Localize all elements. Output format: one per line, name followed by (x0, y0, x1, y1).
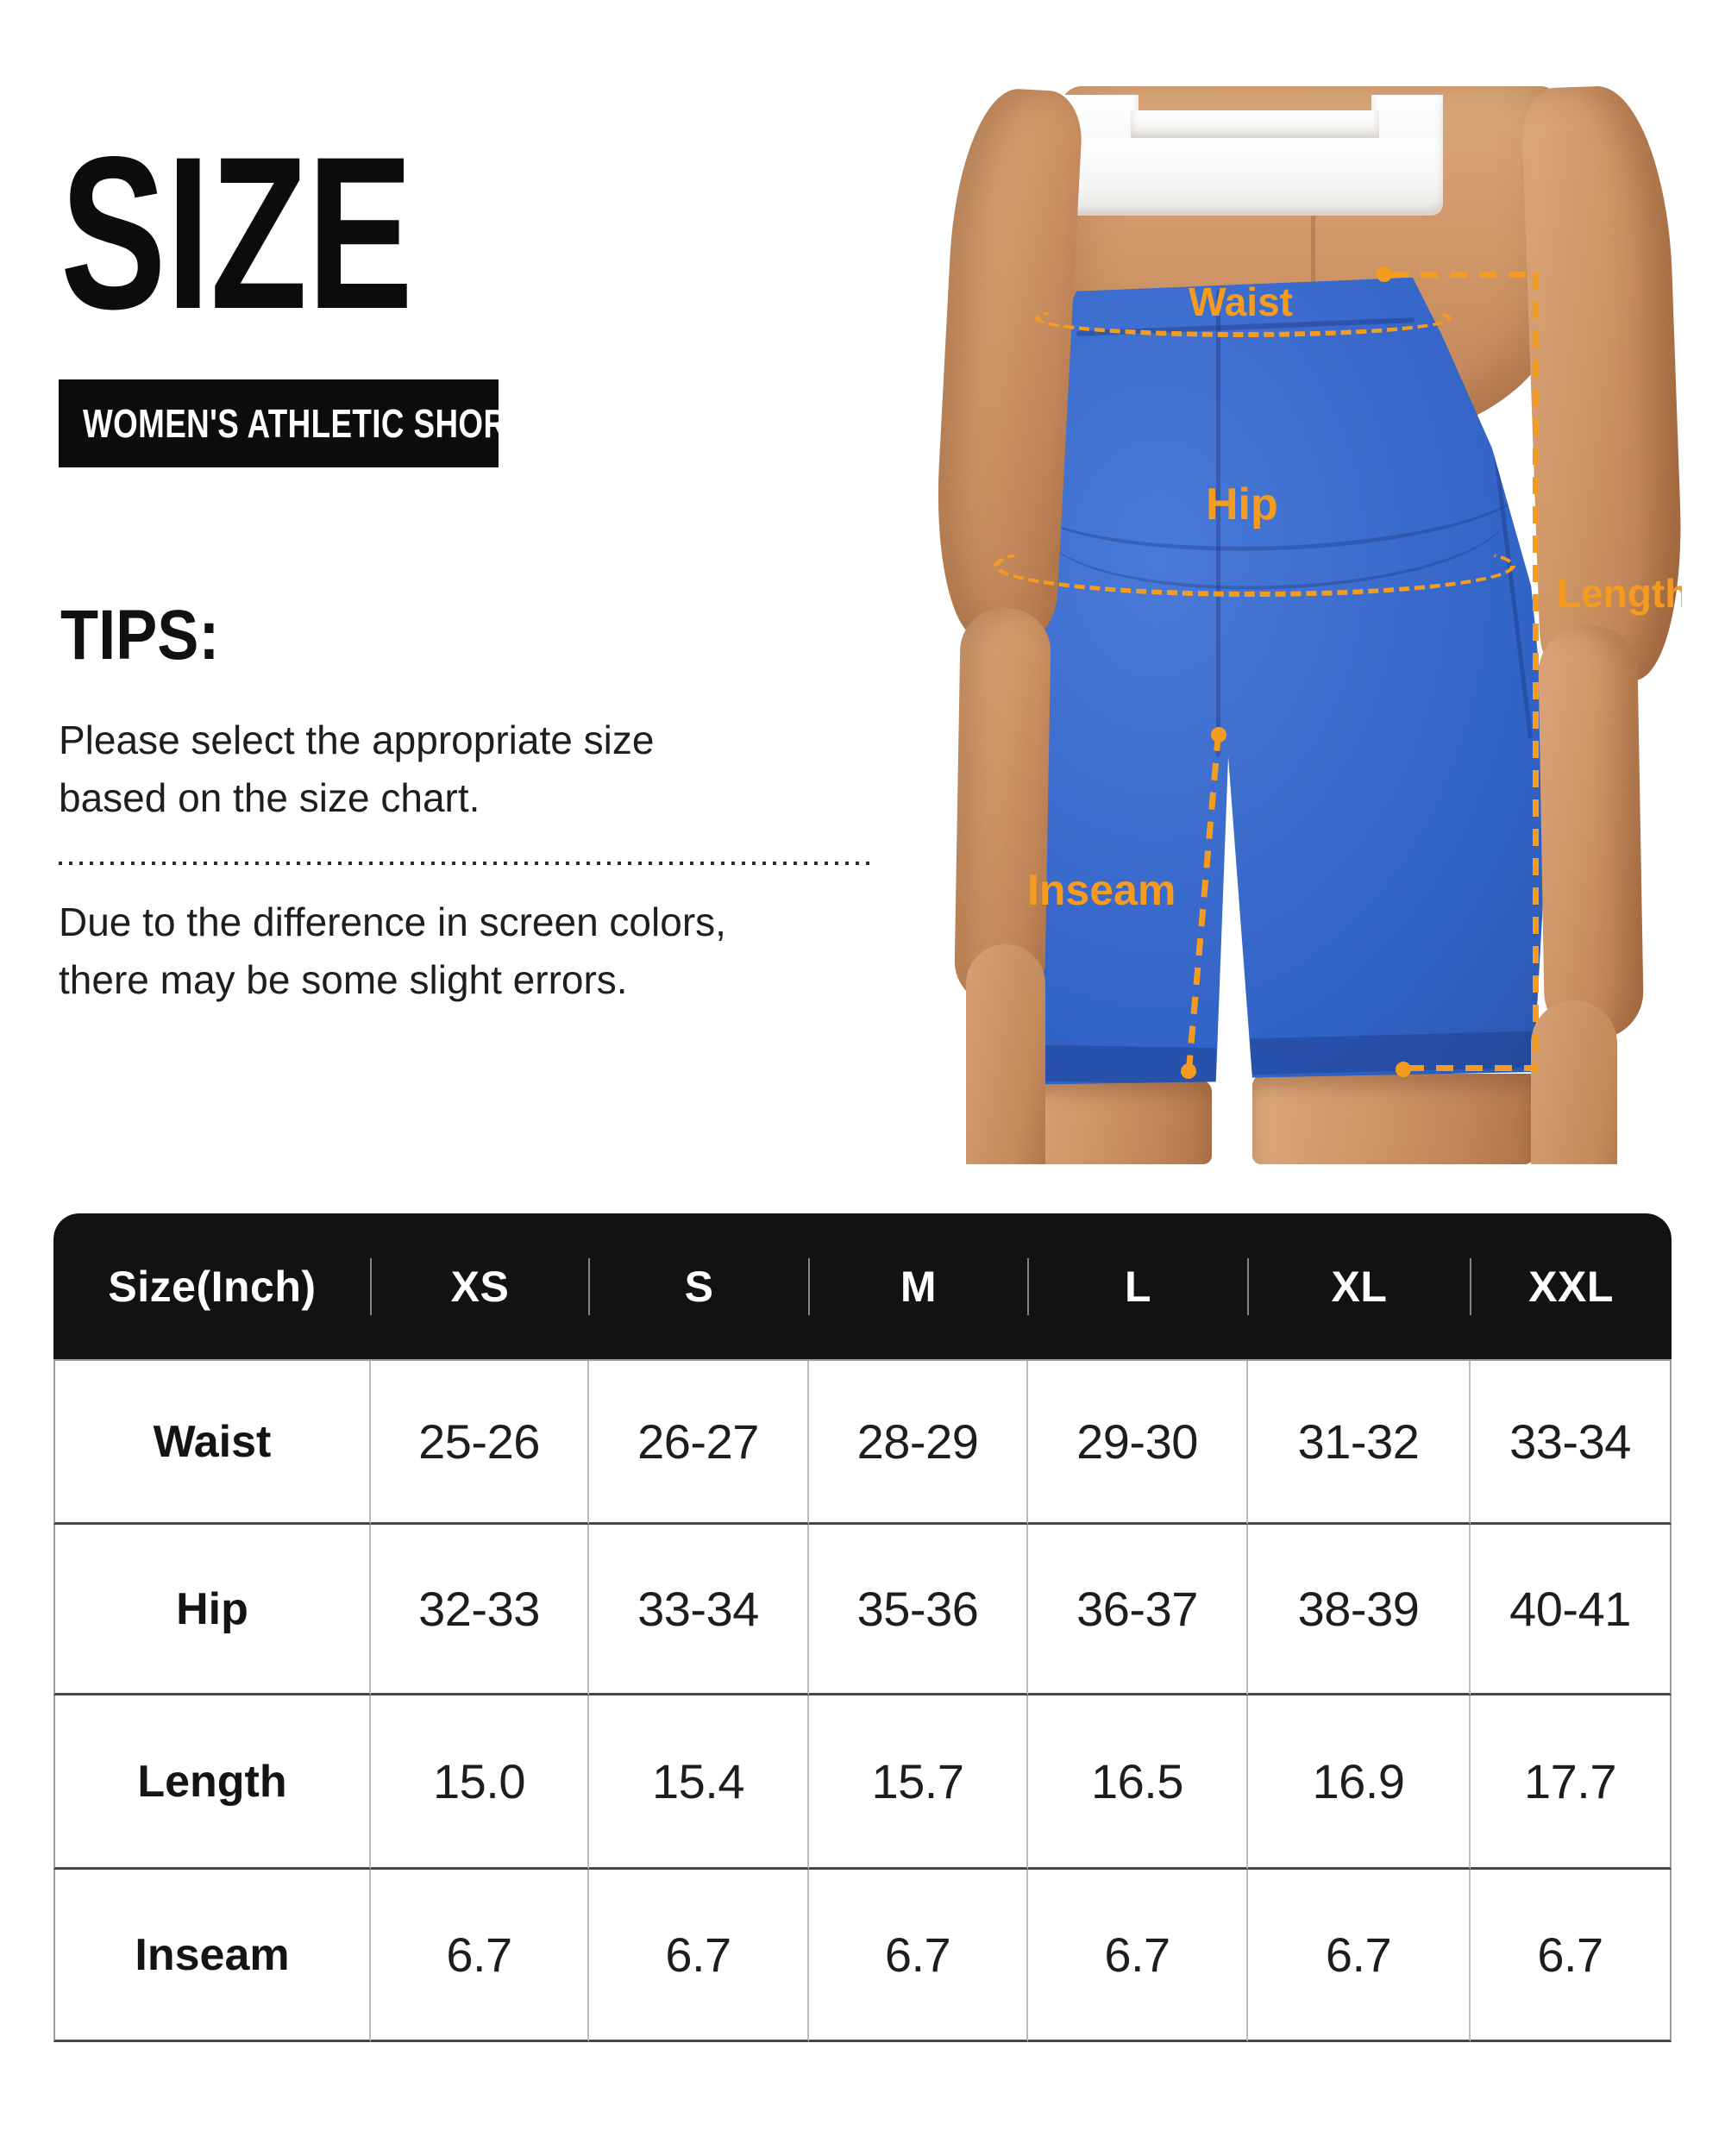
hip-value-s: 33-34 (589, 1525, 809, 1695)
inseam-measure-label: Inseam (1027, 866, 1176, 914)
model-right-hand (1531, 1000, 1617, 1164)
tips-heading: TIPS: (60, 596, 220, 674)
table-row-hip: Hip 32-33 33-34 35-36 36-37 38-39 40-41 (53, 1525, 1672, 1695)
size-column-xs: XS (371, 1213, 589, 1361)
hip-measure-ellipse (994, 535, 1515, 597)
inseam-value-m: 6.7 (809, 1870, 1028, 2042)
tips-paragraph-2-line-2: there may be some slight errors. (59, 957, 628, 1002)
bra-cross-strap (1131, 110, 1379, 140)
length-measure-vertical-line (1533, 272, 1539, 1072)
table-row-waist: Waist 25-26 26-27 28-29 29-30 31-32 33-3… (53, 1361, 1672, 1525)
waist-measure-label: Waist (1189, 279, 1293, 324)
table-row-inseam: Inseam 6.7 6.7 6.7 6.7 6.7 6.7 (53, 1870, 1672, 2042)
waist-value-xxl: 33-34 (1471, 1361, 1672, 1525)
waist-measure-ellipse (1035, 299, 1452, 337)
size-column-l: L (1028, 1213, 1248, 1361)
inseam-measure-bottom-dot (1181, 1063, 1196, 1079)
category-banner: WOMEN'S ATHLETIC SHORTS (59, 379, 548, 467)
inseam-measure-top-dot (1211, 727, 1226, 743)
length-measure-bottom-dot (1396, 1062, 1411, 1077)
tips-paragraph-1-line-1: Please select the appropriate size (59, 718, 655, 762)
inseam-value-s: 6.7 (589, 1870, 809, 2042)
length-measure-bottom-line (1407, 1065, 1536, 1071)
hip-value-l: 36-37 (1028, 1525, 1248, 1695)
length-value-xl: 16.9 (1248, 1695, 1471, 1870)
row-label-inseam: Inseam (53, 1870, 371, 2042)
model-right-leg (1252, 1074, 1534, 1164)
table-row-length: Length 15.0 15.4 15.7 16.5 16.9 17.7 (53, 1695, 1672, 1870)
model-left-hand (966, 944, 1045, 1164)
tips-paragraph-2-line-1: Due to the difference in screen colors, (59, 899, 726, 944)
hip-value-xs: 32-33 (371, 1525, 589, 1695)
product-photo: Waist Hip Length Inseam (927, 73, 1682, 1164)
inseam-value-l: 6.7 (1028, 1870, 1248, 2042)
hip-value-xxl: 40-41 (1471, 1525, 1672, 1695)
athletic-shorts (991, 277, 1546, 1086)
length-value-s: 15.4 (589, 1695, 809, 1870)
row-label-length: Length (53, 1695, 371, 1870)
size-column-s: S (589, 1213, 809, 1361)
inseam-value-xxl: 6.7 (1471, 1870, 1672, 2042)
category-banner-label: WOMEN'S ATHLETIC SHORTS (83, 401, 549, 446)
dotted-divider (59, 862, 873, 865)
hip-value-xl: 38-39 (1248, 1525, 1471, 1695)
waist-value-l: 29-30 (1028, 1361, 1248, 1525)
length-value-l: 16.5 (1028, 1695, 1248, 1870)
length-value-xxl: 17.7 (1471, 1695, 1672, 1870)
model-right-forearm (1537, 624, 1645, 1040)
length-value-m: 15.7 (809, 1695, 1028, 1870)
length-measure-top-line (1391, 272, 1536, 278)
tips-paragraph-1-line-2: based on the size chart. (59, 775, 480, 820)
bra-band (1044, 138, 1443, 216)
tips-paragraph-1: Please select the appropriate size based… (59, 711, 654, 827)
size-column-xl: XL (1248, 1213, 1471, 1361)
hip-measure-label: Hip (1206, 479, 1278, 530)
length-measure-top-dot (1377, 266, 1392, 282)
page-title: SIZE (60, 112, 413, 354)
waist-value-xl: 31-32 (1248, 1361, 1471, 1525)
waist-value-s: 26-27 (589, 1361, 809, 1525)
row-label-hip: Hip (53, 1525, 371, 1695)
inseam-value-xl: 6.7 (1248, 1870, 1471, 2042)
sports-bra (1044, 95, 1443, 216)
inseam-value-xs: 6.7 (371, 1870, 589, 2042)
tips-paragraph-2: Due to the difference in screen colors, … (59, 893, 726, 1009)
shorts-center-seam (1216, 290, 1220, 757)
size-column-xxl: XXL (1471, 1213, 1672, 1361)
size-chart-unit-header: Size(Inch) (53, 1213, 371, 1361)
size-chart-header-row: Size(Inch) XS S M L XL XXL (53, 1213, 1672, 1361)
size-chart-table: Size(Inch) XS S M L XL XXL Waist 25-26 2… (53, 1213, 1672, 2042)
waist-value-xs: 25-26 (371, 1361, 589, 1525)
waist-value-m: 28-29 (809, 1361, 1028, 1525)
hip-value-m: 35-36 (809, 1525, 1028, 1695)
length-measure-label: Length (1557, 571, 1682, 616)
length-value-xs: 15.0 (371, 1695, 589, 1870)
row-label-waist: Waist (53, 1361, 371, 1525)
size-column-m: M (809, 1213, 1028, 1361)
